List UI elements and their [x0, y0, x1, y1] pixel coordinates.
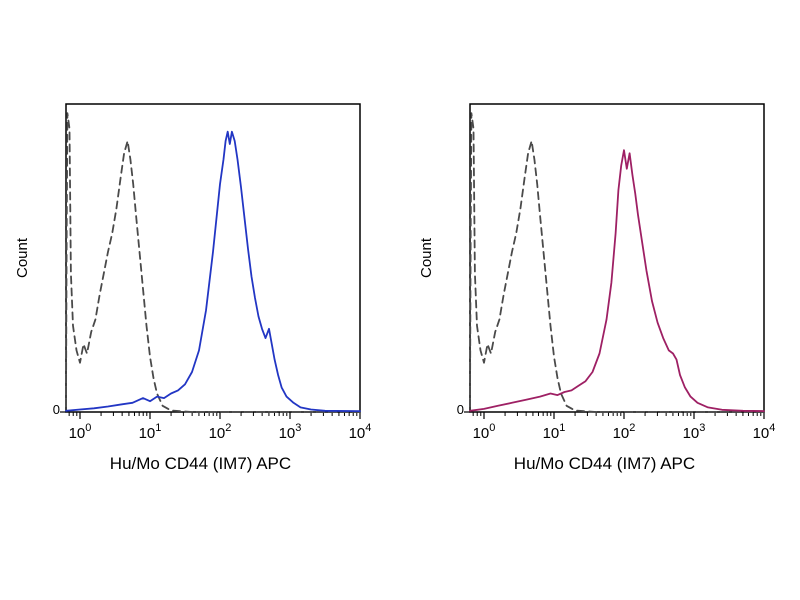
right-histogram-plot: 100 101 102 103 104 [464, 103, 776, 442]
plot-frame [469, 103, 765, 413]
left-histogram-plot: 100 101 102 103 104 [60, 103, 372, 442]
x-axis-tick-label: 103 [279, 422, 302, 442]
y-zero-tick-label: 0 [456, 402, 464, 417]
x-axis-tick-label: 100 [473, 422, 496, 442]
x-axis-tick-label: 102 [613, 422, 636, 442]
y-zero-tick-label: 0 [52, 402, 60, 417]
x-axis-title: Hu/Mo CD44 (IM7) APC [513, 454, 696, 473]
y-axis-title: Count [14, 237, 31, 279]
series-isotype-control [65, 112, 361, 413]
series-isotype-control [469, 112, 765, 413]
y-axis-title: Count [418, 237, 435, 279]
x-axis-tick-label: 102 [209, 422, 232, 442]
series-cd44-apc-stained [469, 149, 765, 413]
x-axis-tick-label: 101 [139, 422, 162, 442]
left-chart-panel: 100 101 102 103 104 Count 0 Hu/Mo CD44 (IM7)… [8, 4, 393, 524]
x-axis-title: Hu/Mo CD44 (IM7) APC [109, 454, 292, 473]
x-axis-tick-label: 101 [543, 422, 566, 442]
series-cd44-apc-stained [65, 130, 361, 413]
x-axis-tick-label: 100 [69, 422, 92, 442]
x-axis-tick-label: 104 [753, 422, 776, 442]
x-axis-tick-label: 104 [349, 422, 372, 442]
x-axis-tick-label: 103 [683, 422, 706, 442]
right-chart-panel: 100 101 102 103 104 Count 0 Hu/Mo CD44 (IM7)… [412, 4, 797, 524]
